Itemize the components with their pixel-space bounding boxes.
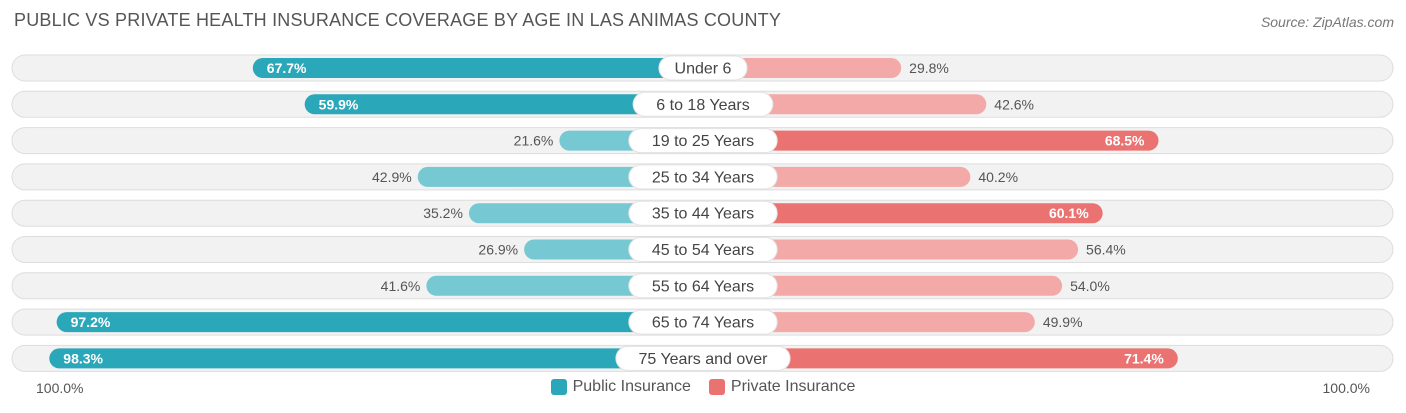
private-bar <box>703 275 1063 296</box>
category-label: 65 to 74 Years <box>652 315 754 332</box>
private-bar <box>703 239 1079 260</box>
private-value-label: 56.4% <box>1086 242 1126 258</box>
legend-public-label: Public Insurance <box>572 378 691 395</box>
public-value-label: 98.3% <box>63 350 103 366</box>
category-label: 75 Years and over <box>639 351 769 368</box>
category-label: 6 to 18 Years <box>656 97 749 114</box>
category-label: 45 to 54 Years <box>652 242 754 259</box>
category-label: 25 to 34 Years <box>652 169 754 186</box>
private-value-label: 29.8% <box>909 60 949 76</box>
legend-private[interactable]: Private Insurance <box>708 378 856 396</box>
public-value-label: 97.2% <box>71 314 111 330</box>
public-value-label: 42.9% <box>372 169 412 185</box>
private-value-label: 49.9% <box>1043 314 1083 330</box>
public-bar <box>252 58 704 78</box>
legend-public-swatch <box>550 379 567 395</box>
private-bar <box>703 312 1035 333</box>
category-label: Under 6 <box>675 61 732 78</box>
public-bar <box>49 348 704 369</box>
category-pill <box>615 345 791 371</box>
category-pill <box>628 309 778 335</box>
category-pill <box>628 200 778 226</box>
public-bar <box>56 312 704 333</box>
category-label: 35 to 44 Years <box>652 206 754 223</box>
category-pill <box>658 55 748 81</box>
category-label: 19 to 25 Years <box>652 133 754 150</box>
legend-private-swatch <box>708 379 725 395</box>
source-note: Source: ZipAtlas.com <box>1260 14 1394 30</box>
legend-private-label: Private Insurance <box>730 378 856 395</box>
public-value-label: 21.6% <box>514 133 554 149</box>
category-pill <box>628 273 778 299</box>
private-value-label: 60.1% <box>1049 205 1089 221</box>
category-pill <box>628 164 778 190</box>
public-value-label: 35.2% <box>423 205 463 221</box>
public-value-label: 67.7% <box>267 60 307 76</box>
category-label: 55 to 64 Years <box>652 278 754 295</box>
private-value-label: 71.4% <box>1124 350 1164 366</box>
axis-left-label: 100.0% <box>36 380 84 396</box>
category-pill <box>632 91 774 117</box>
category-pill <box>628 128 778 154</box>
private-value-label: 40.2% <box>978 169 1018 185</box>
public-value-label: 26.9% <box>478 242 518 258</box>
axis-right-label: 100.0% <box>1322 380 1370 396</box>
public-bar <box>304 94 703 115</box>
private-bar <box>703 203 1103 224</box>
public-value-label: 41.6% <box>381 278 421 294</box>
legend-public[interactable]: Public Insurance <box>550 378 691 396</box>
private-bar <box>703 94 987 115</box>
legend: Public Insurance Private Insurance <box>0 378 1406 396</box>
private-value-label: 42.6% <box>994 96 1034 112</box>
private-bar <box>703 348 1178 369</box>
category-pill <box>628 237 778 262</box>
private-bar <box>703 130 1159 151</box>
private-bar <box>703 58 902 78</box>
chart-title: PUBLIC VS PRIVATE HEALTH INSURANCE COVER… <box>14 10 782 30</box>
public-value-label: 59.9% <box>319 96 359 112</box>
private-value-label: 68.5% <box>1105 133 1145 149</box>
private-value-label: 54.0% <box>1070 278 1110 294</box>
